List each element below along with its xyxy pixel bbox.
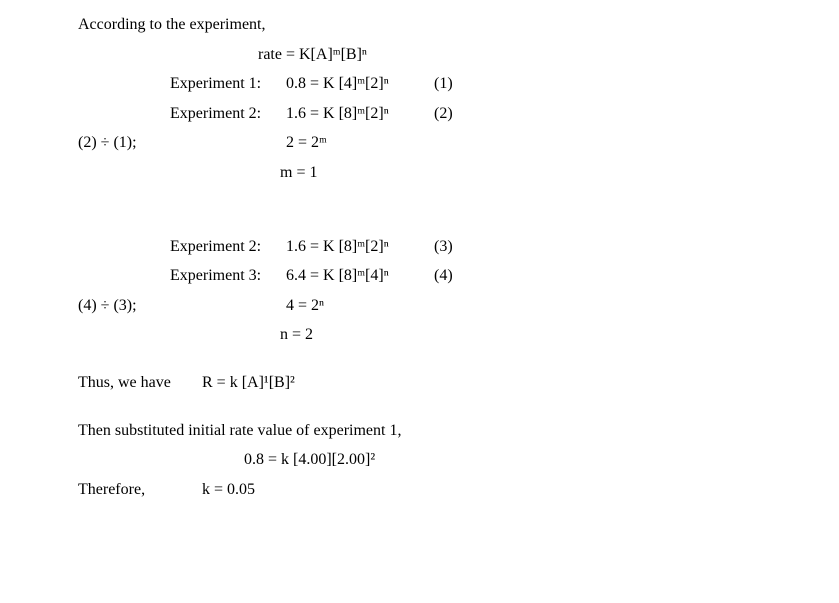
therefore-line: Therefore, k = 0.05: [78, 479, 839, 501]
experiment-2-line: Experiment 2: 1.6 = K [8]ᵐ[2]ⁿ (2): [78, 103, 839, 125]
exp2-eq: 1.6 = K [8]ᵐ[2]ⁿ: [286, 103, 434, 125]
derivation-page: According to the experiment, rate = K[A]…: [0, 0, 839, 500]
exp2-tag: (2): [434, 103, 474, 125]
substitution-text: Then substituted initial rate value of e…: [78, 420, 839, 442]
exp3-eq: 6.4 = K [8]ᵐ[4]ⁿ: [286, 265, 434, 287]
thus-eq: R = k [A]¹[B]²: [188, 372, 295, 394]
div43-left: (4) ÷ (3);: [78, 295, 258, 317]
exp2b-eq: 1.6 = K [8]ᵐ[2]ⁿ: [286, 236, 434, 258]
m-result: m = 1: [78, 162, 839, 184]
intro-line: According to the experiment,: [78, 14, 839, 36]
exp1-eq: 0.8 = K [4]ᵐ[2]ⁿ: [286, 73, 434, 95]
divide-2-by-1-line: (2) ÷ (1); 2 = 2ᵐ: [78, 132, 839, 154]
experiment-1-line: Experiment 1: 0.8 = K [4]ᵐ[2]ⁿ (1): [78, 73, 839, 95]
spacer-2: [78, 354, 839, 372]
exp3-label: Experiment 3:: [170, 265, 286, 287]
exp2-label: Experiment 2:: [170, 103, 286, 125]
rate-equation: rate = K[A]ᵐ[B]ⁿ: [78, 44, 839, 66]
exp2b-label: Experiment 2:: [170, 236, 286, 258]
substitution-eq: 0.8 = k [4.00][2.00]²: [78, 449, 839, 471]
divide-4-by-3-line: (4) ÷ (3); 4 = 2ⁿ: [78, 295, 839, 317]
exp1-tag: (1): [434, 73, 474, 95]
experiment-2b-line: Experiment 2: 1.6 = K [8]ᵐ[2]ⁿ (3): [78, 236, 839, 258]
experiment-3-line: Experiment 3: 6.4 = K [8]ᵐ[4]ⁿ (4): [78, 265, 839, 287]
exp1-label: Experiment 1:: [170, 73, 286, 95]
spacer-1: [78, 192, 839, 236]
div21-eq: 2 = 2ᵐ: [258, 132, 327, 154]
thus-line: Thus, we have R = k [A]¹[B]²: [78, 372, 839, 394]
exp3-tag: (4): [434, 265, 474, 287]
n-result: n = 2: [78, 324, 839, 346]
spacer-3: [78, 402, 839, 420]
thus-left: Thus, we have: [78, 372, 188, 394]
therefore-eq: k = 0.05: [202, 479, 255, 501]
therefore-left: Therefore,: [78, 479, 202, 501]
div21-left: (2) ÷ (1);: [78, 132, 258, 154]
div43-eq: 4 = 2ⁿ: [258, 295, 324, 317]
exp2b-tag: (3): [434, 236, 474, 258]
